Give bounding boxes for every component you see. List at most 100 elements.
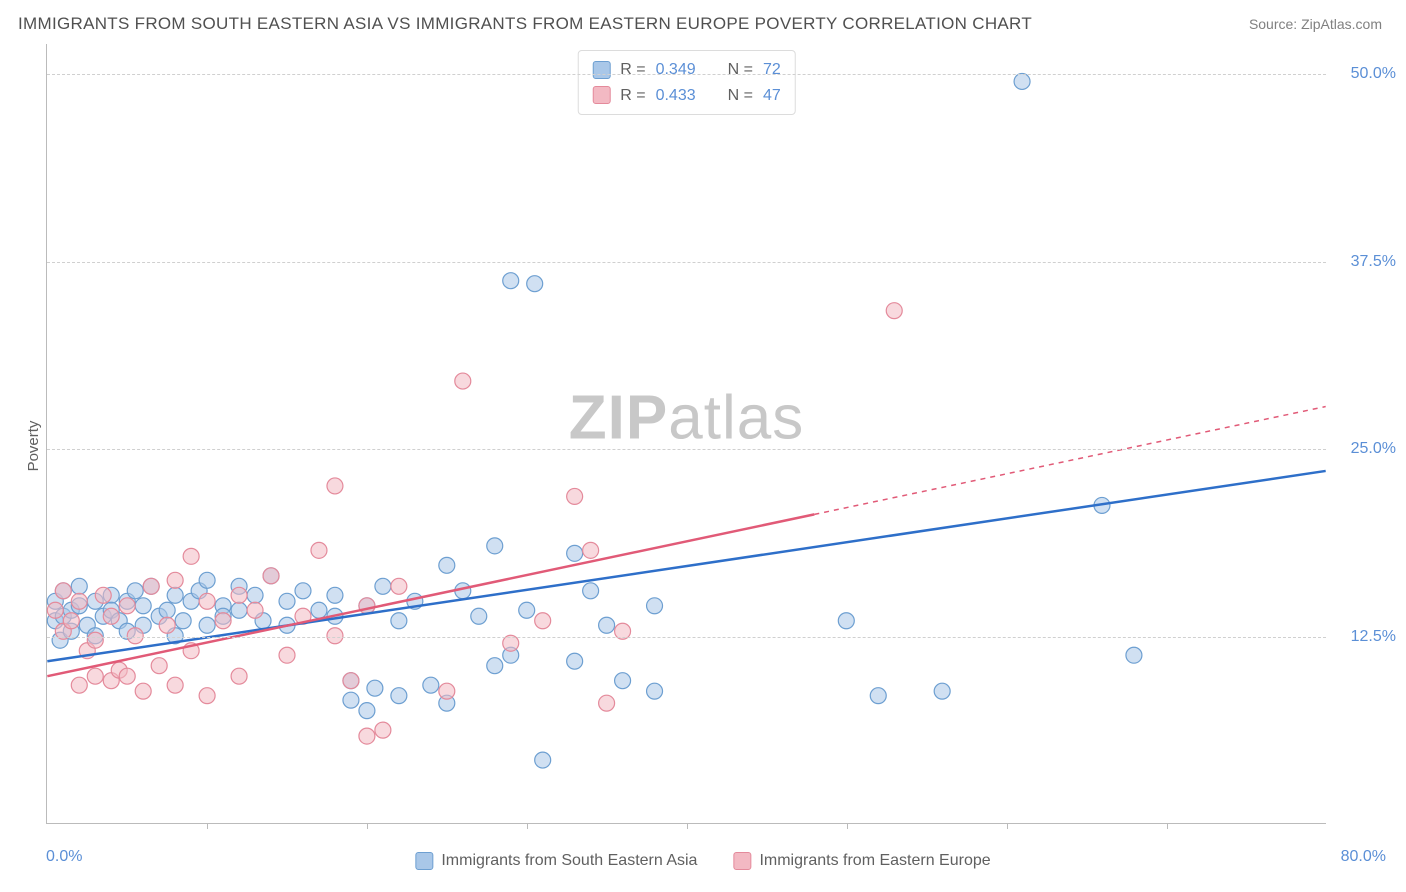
legend-swatch (733, 852, 751, 870)
scatter-point (375, 722, 391, 738)
scatter-point (167, 587, 183, 603)
legend-row: R = 0.433 N = 47 (592, 83, 781, 109)
legend-row: R = 0.349 N = 72 (592, 57, 781, 83)
scatter-point (615, 673, 631, 689)
scatter-point (359, 703, 375, 719)
scatter-point (199, 688, 215, 704)
scatter-point (519, 602, 535, 618)
scatter-point (231, 602, 247, 618)
scatter-point (343, 692, 359, 708)
legend-n-value: 47 (763, 83, 781, 109)
scatter-point (934, 683, 950, 699)
scatter-point (135, 598, 151, 614)
series-legend: Immigrants from South Eastern Asia Immigr… (415, 852, 990, 870)
scatter-point (159, 602, 175, 618)
series-legend-item: Immigrants from Eastern Europe (733, 852, 990, 870)
series-name: Immigrants from Eastern Europe (759, 852, 990, 870)
scatter-point (567, 653, 583, 669)
legend-r-label: R = (620, 57, 645, 83)
scatter-point (375, 578, 391, 594)
scatter-point (119, 668, 135, 684)
scatter-point (279, 647, 295, 663)
plot-area: ZIPatlas R = 0.349 N = 72 R = 0.433 N = … (46, 44, 1326, 824)
scatter-point (199, 572, 215, 588)
scatter-point (263, 568, 279, 584)
scatter-point (870, 688, 886, 704)
scatter-point (838, 613, 854, 629)
scatter-point (143, 578, 159, 594)
scatter-point (95, 587, 111, 603)
scatter-point (567, 545, 583, 561)
y-tick-label: 37.5% (1336, 253, 1396, 271)
x-tick (687, 823, 688, 829)
scatter-point (359, 598, 375, 614)
scatter-point (647, 683, 663, 699)
scatter-point (367, 680, 383, 696)
chart-title: IMMIGRANTS FROM SOUTH EASTERN ASIA VS IM… (18, 14, 1032, 34)
scatter-point (599, 617, 615, 633)
scatter-point (231, 587, 247, 603)
scatter-point (455, 373, 471, 389)
scatter-point (71, 593, 87, 609)
x-tick (847, 823, 848, 829)
scatter-point (63, 613, 79, 629)
x-tick (1007, 823, 1008, 829)
scatter-point (215, 613, 231, 629)
scatter-point (71, 677, 87, 693)
gridline (47, 637, 1326, 638)
scatter-point (167, 677, 183, 693)
y-axis-label: Poverty (25, 421, 42, 472)
scatter-point (199, 593, 215, 609)
legend-r-label: R = (620, 83, 645, 109)
scatter-point (487, 538, 503, 554)
scatter-point (87, 668, 103, 684)
y-tick-label: 12.5% (1336, 628, 1396, 646)
scatter-point (503, 635, 519, 651)
scatter-point (327, 587, 343, 603)
scatter-point (167, 572, 183, 588)
scatter-point (471, 608, 487, 624)
gridline (47, 74, 1326, 75)
scatter-point (71, 578, 87, 594)
scatter-point (391, 613, 407, 629)
scatter-point (583, 583, 599, 599)
x-axis-max: 80.0% (1341, 848, 1386, 866)
scatter-point (199, 617, 215, 633)
gridline (47, 449, 1326, 450)
trend-line (47, 471, 1325, 661)
scatter-point (231, 668, 247, 684)
legend-r-value: 0.349 (656, 57, 696, 83)
scatter-point (1014, 73, 1030, 89)
scatter-svg (47, 44, 1326, 823)
scatter-point (583, 542, 599, 558)
scatter-point (87, 632, 103, 648)
scatter-point (599, 695, 615, 711)
gridline (47, 262, 1326, 263)
x-tick (1167, 823, 1168, 829)
series-name: Immigrants from South Eastern Asia (441, 852, 697, 870)
legend-n-label: N = (728, 83, 753, 109)
scatter-point (247, 587, 263, 603)
scatter-point (175, 613, 191, 629)
scatter-point (439, 683, 455, 699)
trend-line-extrapolated (814, 407, 1325, 515)
scatter-point (391, 578, 407, 594)
scatter-point (359, 728, 375, 744)
scatter-point (295, 583, 311, 599)
scatter-point (135, 683, 151, 699)
scatter-point (423, 677, 439, 693)
scatter-point (503, 273, 519, 289)
legend-r-value: 0.433 (656, 83, 696, 109)
scatter-point (327, 478, 343, 494)
scatter-point (487, 658, 503, 674)
scatter-point (439, 557, 455, 573)
scatter-point (151, 658, 167, 674)
legend-n-label: N = (728, 57, 753, 83)
correlation-legend: R = 0.349 N = 72 R = 0.433 N = 47 (577, 50, 796, 115)
source-label: Source: ZipAtlas.com (1249, 16, 1382, 32)
scatter-point (886, 303, 902, 319)
scatter-point (535, 613, 551, 629)
legend-swatch (592, 61, 610, 79)
y-tick-label: 50.0% (1336, 65, 1396, 83)
legend-swatch (592, 86, 610, 104)
